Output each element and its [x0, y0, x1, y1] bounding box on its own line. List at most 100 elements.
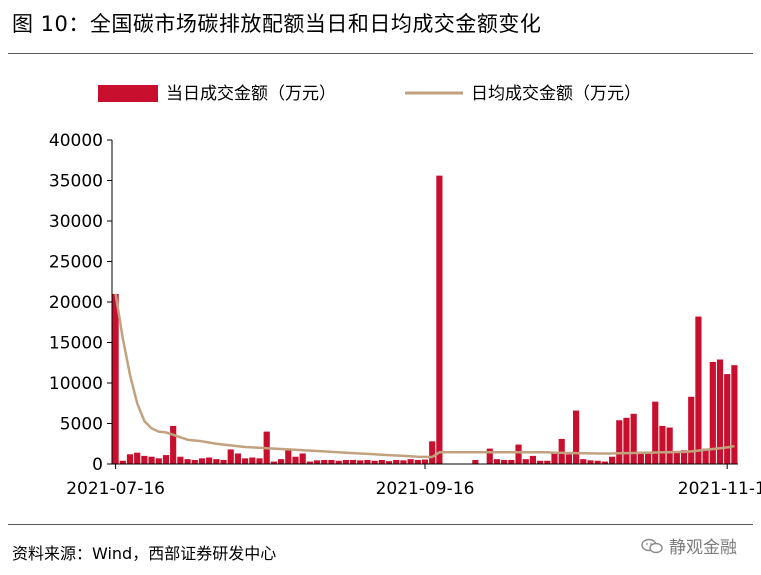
bar	[594, 460, 601, 464]
bar	[659, 425, 666, 464]
bar	[501, 459, 508, 464]
bar	[414, 459, 421, 464]
source-note: 资料来源：Wind，西部证券研发中心	[12, 544, 277, 563]
bar	[134, 452, 141, 464]
y-tick-label: 20000	[49, 293, 103, 313]
bar	[493, 459, 501, 464]
bar	[666, 427, 673, 464]
average-line	[114, 293, 735, 459]
watermark-text: 静观金融	[669, 538, 737, 558]
bar	[688, 396, 695, 464]
bar	[170, 425, 177, 464]
bar	[249, 457, 256, 464]
y-tick-label: 35000	[49, 172, 103, 192]
bar	[321, 459, 328, 464]
bar	[637, 453, 644, 464]
bar	[587, 460, 594, 464]
bar	[558, 438, 565, 464]
x-tick-label: 2021-09-16	[376, 479, 475, 499]
bar	[335, 460, 342, 464]
legend-line-label: 日均成交金额（万元）	[471, 84, 641, 104]
bar	[141, 455, 148, 464]
bar	[608, 456, 616, 464]
bar	[184, 459, 191, 464]
legend-bar-label: 当日成交金额（万元）	[166, 84, 336, 104]
bar	[436, 175, 443, 464]
bar	[709, 361, 716, 464]
bar	[515, 444, 522, 464]
bar	[191, 459, 198, 464]
bar	[299, 453, 306, 464]
bar	[565, 454, 573, 464]
bar	[155, 458, 162, 464]
bar	[285, 450, 292, 464]
x-tick-label: 2021-07-16	[66, 479, 165, 499]
x-tick-label: 2021-11-16	[678, 479, 761, 499]
bar	[601, 461, 608, 464]
bar	[148, 456, 155, 464]
watermark: 静观金融	[641, 533, 737, 558]
bar	[529, 455, 537, 464]
bar	[623, 417, 630, 464]
bar	[580, 459, 587, 464]
bar	[630, 413, 637, 464]
bar	[573, 410, 580, 464]
bar	[126, 454, 134, 464]
bar	[162, 455, 170, 464]
bar	[702, 448, 709, 464]
bar	[378, 459, 385, 464]
bar	[616, 420, 623, 464]
bar	[256, 458, 263, 464]
bar	[551, 451, 558, 464]
bar	[680, 450, 688, 464]
bar	[673, 451, 680, 464]
bar	[234, 453, 242, 464]
bar	[364, 459, 371, 464]
bar	[357, 460, 364, 464]
title-divider	[8, 53, 753, 54]
bar	[328, 459, 335, 464]
bar	[206, 457, 213, 464]
bar	[213, 459, 220, 464]
bar	[407, 459, 414, 464]
bar	[292, 456, 299, 464]
y-tick-label: 15000	[49, 334, 103, 354]
bar	[342, 459, 349, 464]
bar	[277, 459, 285, 464]
bar	[385, 461, 393, 464]
bar	[220, 459, 227, 464]
bar	[227, 449, 234, 464]
y-tick-label: 30000	[49, 212, 103, 232]
bar	[724, 374, 731, 464]
bar	[177, 456, 184, 464]
bar	[393, 459, 400, 464]
bar	[544, 460, 551, 464]
bar	[429, 441, 436, 464]
bar	[652, 401, 659, 464]
bar	[644, 452, 652, 464]
bar	[731, 365, 738, 464]
y-tick-label: 10000	[49, 374, 103, 394]
bar	[400, 460, 407, 464]
wechat-icon	[641, 538, 663, 553]
bar	[537, 460, 544, 464]
bar	[472, 459, 479, 464]
bar	[716, 359, 724, 464]
bar	[198, 458, 206, 464]
y-tick-label: 0	[92, 455, 103, 475]
bar	[242, 458, 249, 464]
bar	[306, 461, 313, 464]
bar	[349, 459, 357, 464]
bar	[522, 459, 529, 464]
bar	[119, 460, 126, 464]
y-tick-label: 40000	[49, 131, 103, 151]
figure-title: 图 10：全国碳市场碳排放配额当日和日均成交金额变化	[12, 12, 542, 36]
bar	[508, 459, 515, 464]
bar	[695, 316, 702, 464]
y-tick-label: 25000	[49, 253, 103, 273]
chart: 当日成交金额（万元） 日均成交金额（万元） 0 5000 10000 15000 20000…	[49, 84, 761, 499]
bar	[421, 459, 429, 464]
bar	[486, 448, 493, 464]
bar	[270, 461, 277, 464]
bar	[371, 460, 378, 464]
